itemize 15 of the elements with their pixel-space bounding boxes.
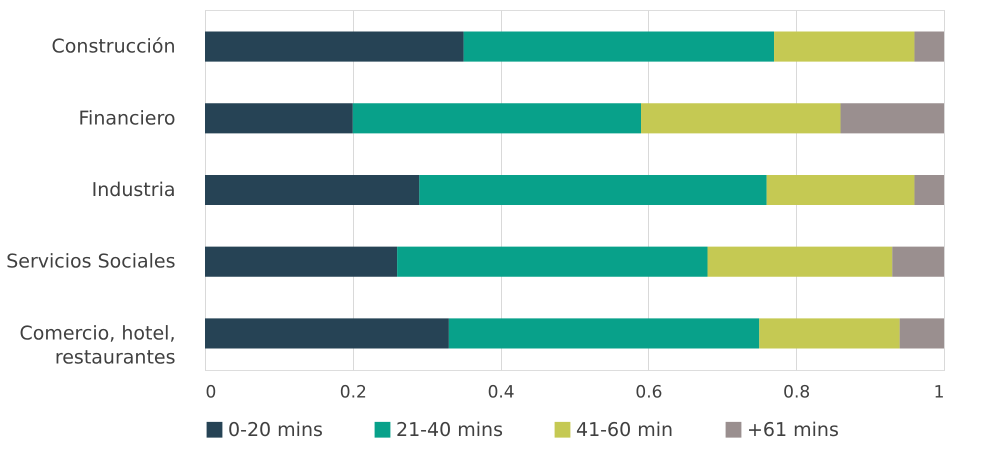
y-tick-label: Comercio, hotel, restaurantes — [19, 322, 176, 368]
x-tick-label: 0.8 — [783, 382, 810, 402]
y-tick-label: Financiero — [78, 107, 176, 130]
x-tick-label: 1 — [934, 382, 944, 402]
y-tick-label: Construcción — [52, 36, 176, 58]
y-tick-label: Industria — [92, 179, 176, 201]
x-tick-label: 0.6 — [635, 382, 662, 402]
y-tick-label: Servicios Sociales — [6, 250, 176, 273]
x-tick-label: 0.2 — [340, 382, 367, 402]
legend-label: 41-60 min — [576, 418, 674, 441]
legend-label: 21-40 mins — [396, 418, 503, 441]
x-tick-label: 0.4 — [488, 382, 515, 402]
x-tick-label: 0 — [206, 382, 216, 402]
legend-label: 0-20 mins — [228, 418, 323, 441]
legend-label: +61 mins — [747, 418, 839, 441]
